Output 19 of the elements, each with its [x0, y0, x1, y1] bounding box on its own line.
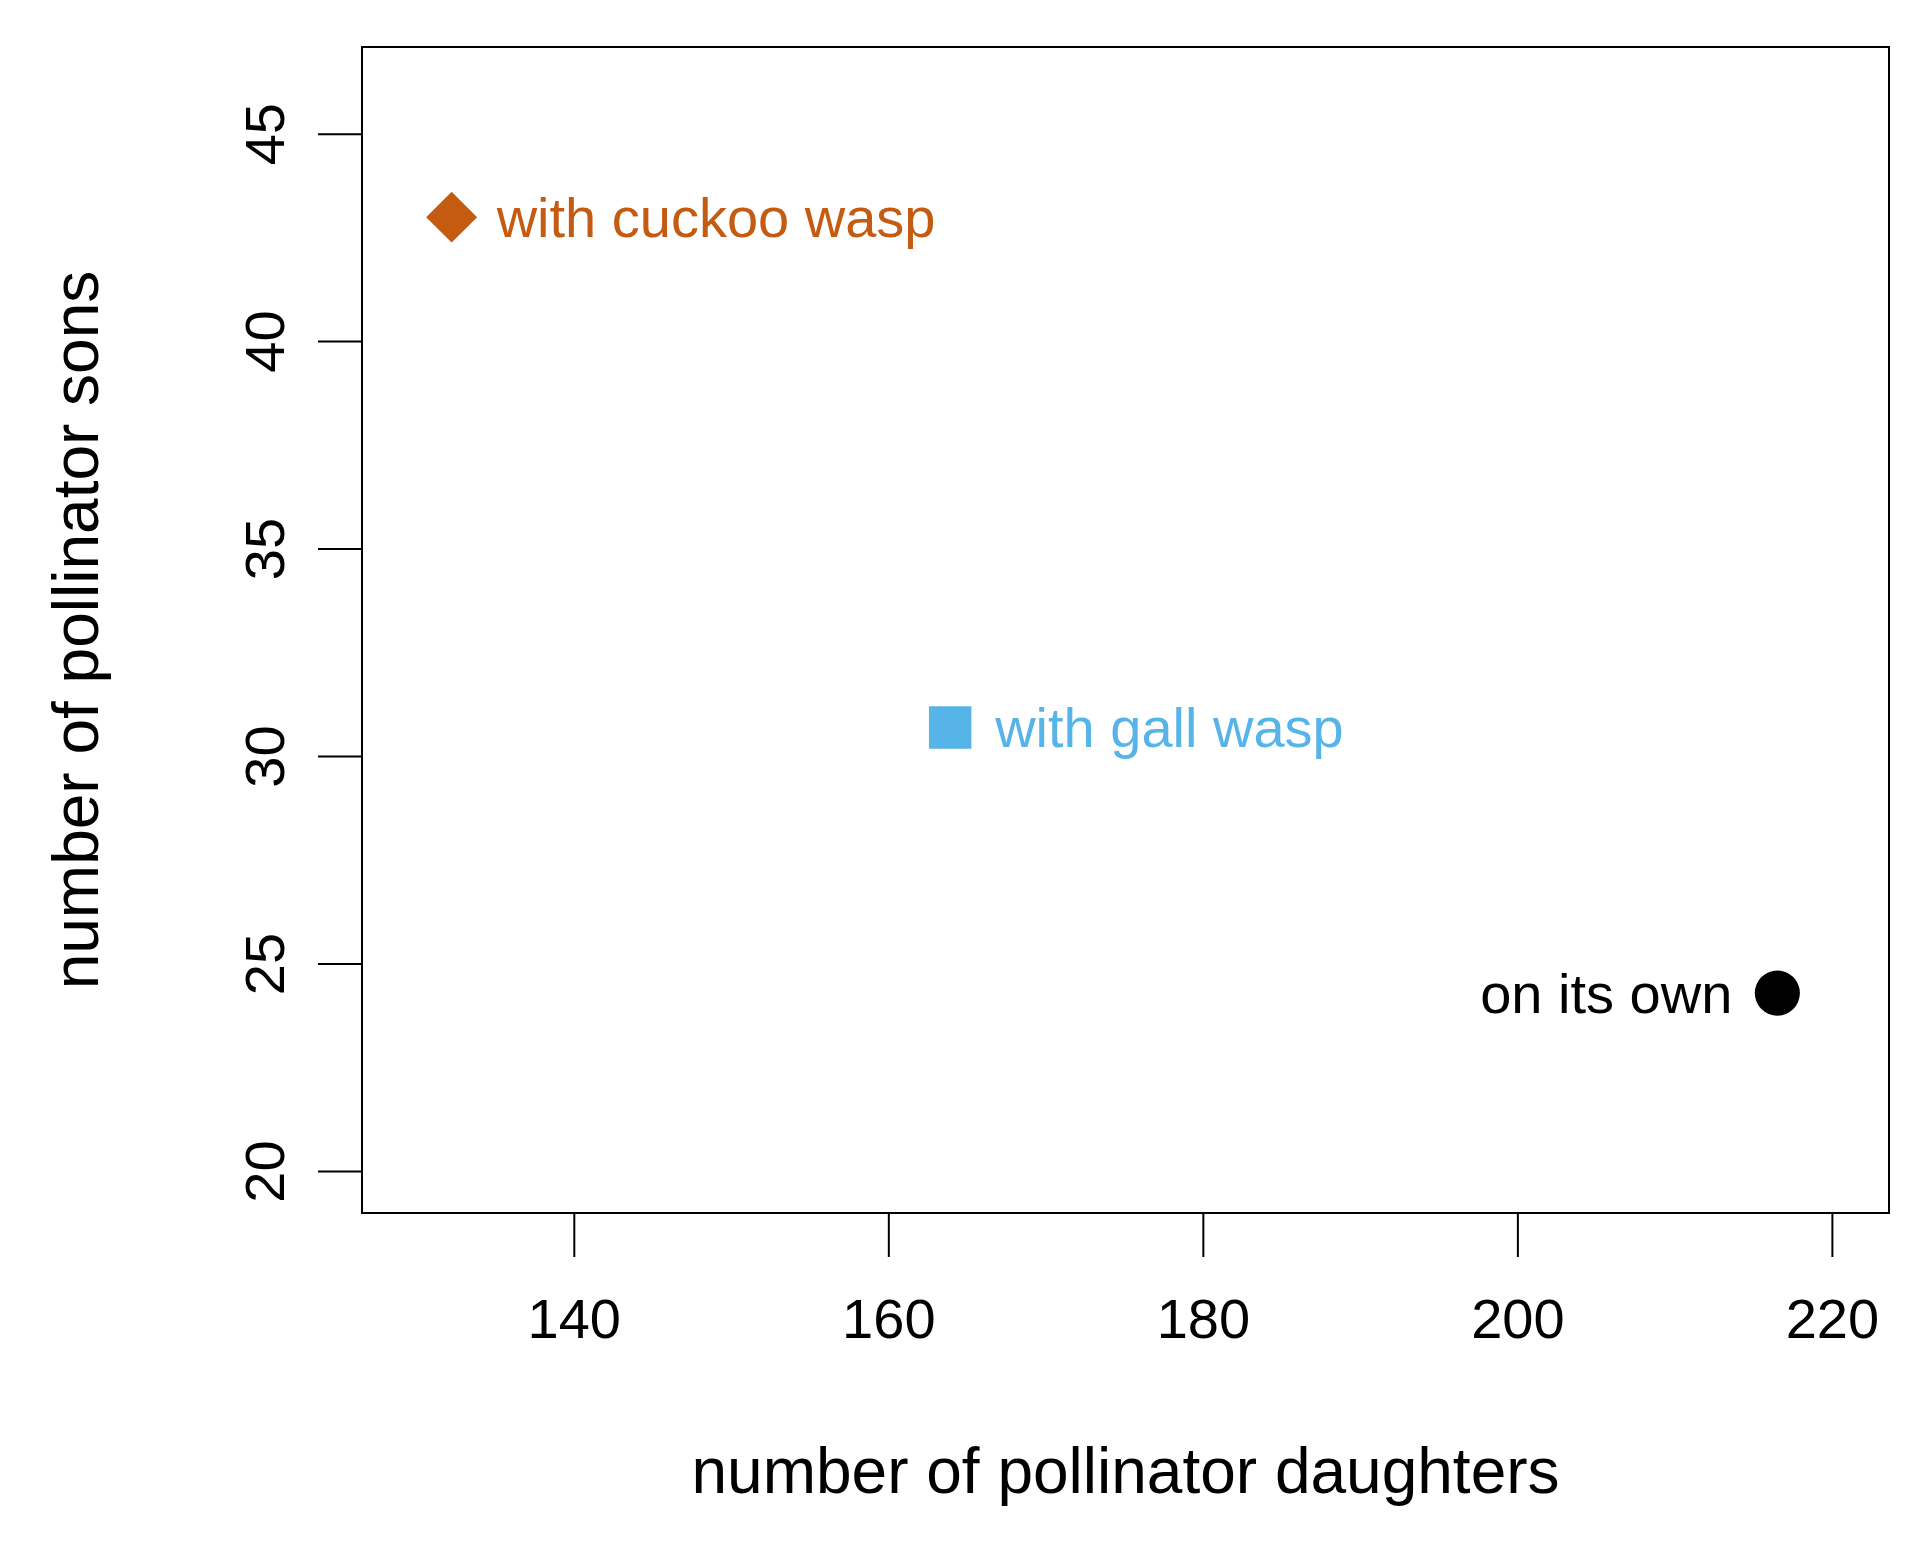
y-tick-label: 30 — [233, 725, 296, 788]
x-tick-label: 140 — [527, 1287, 622, 1350]
x-tick-label: 180 — [1156, 1287, 1251, 1350]
x-tick-label: 200 — [1471, 1287, 1565, 1350]
series-label: with gall wasp — [994, 696, 1344, 760]
series-label: with cuckoo wasp — [495, 185, 936, 249]
y-tick-label: 40 — [233, 310, 296, 373]
point — [1754, 970, 1800, 1016]
series-label: on its own — [1480, 961, 1733, 1025]
y-axis-title: number of pollinator sons — [40, 270, 112, 990]
x-tick-label: 160 — [842, 1287, 936, 1350]
y-tick-label: 20 — [233, 1140, 296, 1203]
y-tick-label: 35 — [233, 517, 296, 581]
x-tick-label: 220 — [1785, 1287, 1880, 1350]
x-axis-title: number of pollinator daughters — [691, 1435, 1560, 1507]
y-tick-label: 25 — [233, 932, 296, 996]
point — [928, 706, 972, 749]
y-tick-label: 45 — [233, 102, 296, 166]
point — [426, 191, 478, 243]
